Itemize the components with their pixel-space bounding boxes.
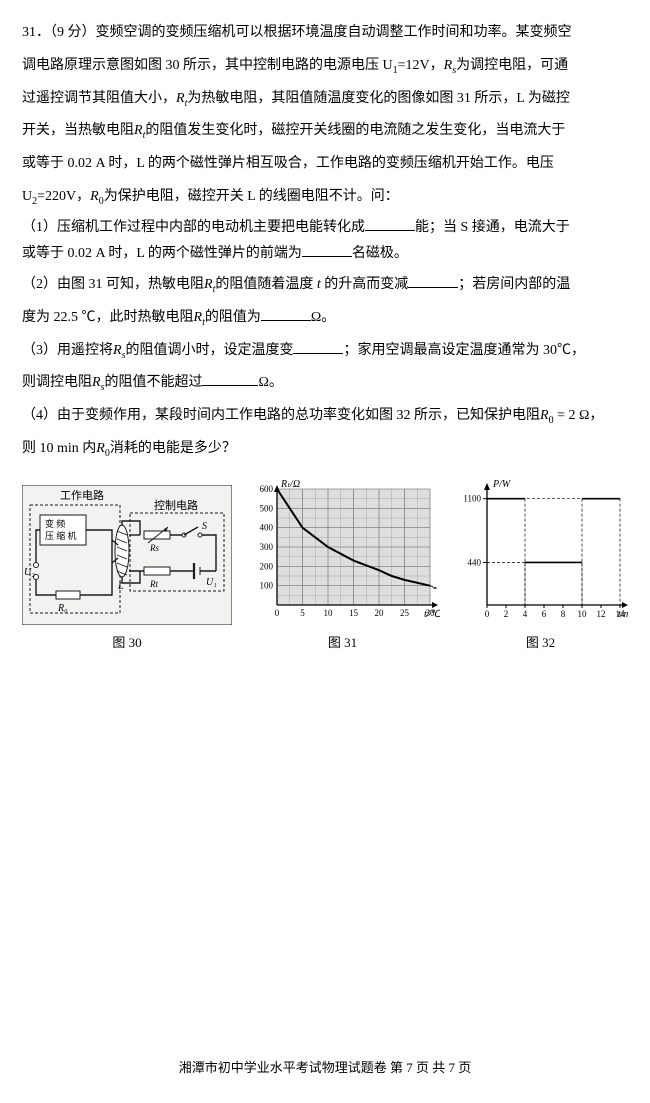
var-R: R	[540, 408, 549, 423]
text: 则调控电阻	[22, 375, 92, 390]
text: 或等于 0.02 A 时，L 的两个磁性弹片相互吸合，工作电路的变频压缩机开始工…	[22, 156, 554, 171]
text: = 2 Ω，	[554, 408, 604, 423]
fig-caption: 图 32	[453, 629, 628, 658]
text: 开关，当热敏电阻	[22, 123, 134, 138]
svg-text:1100: 1100	[463, 493, 481, 503]
text: =12V，	[398, 58, 444, 73]
q-number: 31．	[22, 25, 50, 40]
resistance-temp-chart: 100200300400500600051015202530Rₜ/Ωt/℃	[245, 475, 440, 625]
text: 为调控电阻，可通	[456, 58, 568, 73]
text: 为保护电阻，磁控开关 L 的线圈电阻不计。问：	[104, 189, 399, 204]
var-R: R	[176, 91, 185, 106]
blank	[202, 372, 258, 386]
text: 的阻值不能超过	[104, 375, 202, 390]
text: 的阻值随着温度	[215, 277, 313, 292]
text: Ω。	[258, 375, 282, 390]
fig-caption: 图 31	[245, 629, 440, 658]
text: 变频空调的变频压缩机可以根据环境温度自动调整工作时间和功率。某变频空	[96, 25, 572, 40]
svg-text:200: 200	[260, 561, 274, 571]
circuit-diagram: 工作电路控制电路变 频压 缩 机U₂R₀LRsSRtU₁	[22, 485, 232, 625]
svg-text:100: 100	[260, 580, 274, 590]
blank	[365, 217, 415, 231]
text: （2）由图 31 可知，热敏电阻	[22, 277, 204, 292]
svg-text:8: 8	[561, 609, 566, 619]
svg-text:0: 0	[275, 608, 280, 618]
var-R: R	[113, 343, 122, 358]
text: 或等于 0.02 A 时，L 的两个磁性弹片的前端为	[22, 246, 302, 261]
var-R: R	[194, 310, 203, 325]
figure-30: 工作电路控制电路变 频压 缩 机U₂R₀LRsSRtU₁ 图 30	[22, 485, 232, 658]
text: 名磁极。	[352, 246, 408, 261]
fig-caption: 图 30	[22, 629, 232, 658]
svg-text:600: 600	[260, 484, 274, 494]
var-R: R	[444, 58, 453, 73]
power-time-chart: 440110002468101214P/Wt/min	[453, 475, 628, 625]
text: 能；当 S 接通，电流大于	[415, 220, 570, 235]
text: Ω。	[311, 310, 335, 325]
text: 的阻值调小时，设定温度变	[125, 343, 293, 358]
var-t: t	[313, 277, 324, 292]
blank	[408, 274, 458, 288]
text: 过遥控调节其阻值大小，	[22, 91, 176, 106]
text: （1）压缩机工作过程中内部的电动机主要把电能转化成	[22, 220, 365, 235]
text: （3）用遥控将	[22, 343, 113, 358]
q-points: （9 分）	[50, 25, 96, 40]
svg-text:压 缩 机: 压 缩 机	[45, 530, 77, 541]
svg-text:15: 15	[349, 608, 359, 618]
svg-text:Rt: Rt	[149, 579, 158, 589]
svg-text:t/℃: t/℃	[424, 609, 440, 620]
svg-text:2: 2	[504, 609, 509, 619]
figure-row: 工作电路控制电路变 频压 缩 机U₂R₀LRsSRtU₁ 图 30 100200…	[22, 475, 628, 658]
text: 的升高而变减	[324, 277, 408, 292]
svg-text:10: 10	[578, 609, 588, 619]
text: 度为 22.5 ℃，此时热敏电阻	[22, 310, 194, 325]
blank	[293, 340, 343, 354]
svg-text:500: 500	[260, 503, 274, 513]
var-R: R	[134, 123, 143, 138]
svg-text:10: 10	[324, 608, 334, 618]
var-R: R	[96, 441, 105, 456]
blank	[261, 307, 311, 321]
text: 的阻值为	[205, 310, 261, 325]
var-R: R	[90, 189, 99, 204]
svg-text:U₁: U₁	[206, 577, 217, 588]
svg-text:25: 25	[400, 608, 410, 618]
svg-text:Rs: Rs	[149, 543, 159, 553]
svg-text:P/W: P/W	[492, 479, 512, 490]
svg-text:4: 4	[523, 609, 528, 619]
text: 消耗的电能是多少？	[110, 441, 236, 456]
figure-32: 440110002468101214P/Wt/min 图 32	[453, 475, 628, 658]
page-footer: 湘潭市初中学业水平考试物理试题卷 第 7 页 共 7 页	[0, 1054, 650, 1083]
svg-text:0: 0	[485, 609, 490, 619]
svg-text:440: 440	[468, 557, 482, 567]
svg-text:S: S	[202, 521, 207, 532]
svg-text:20: 20	[375, 608, 385, 618]
var-R: R	[204, 277, 213, 292]
text: ；家用空调最高设定温度通常为 30℃，	[343, 343, 585, 358]
svg-text:变 频: 变 频	[45, 518, 65, 529]
text: ；若房间内部的温	[458, 277, 570, 292]
blank	[302, 243, 352, 257]
svg-text:t/min: t/min	[618, 609, 628, 620]
text: 为热敏电阻，其阻值随温度变化的图像如图 31 所示，L 为磁控	[187, 91, 570, 106]
figure-31: 100200300400500600051015202530Rₜ/Ωt/℃ 图 …	[245, 475, 440, 658]
text: （4）由于变频作用，某段时间内工作电路的总功率变化如图 32 所示，已知保护电阻	[22, 408, 540, 423]
text: 的阻值发生变化时，磁控开关线圈的电流随之发生变化，当电流大于	[145, 123, 565, 138]
svg-text:Rₜ/Ω: Rₜ/Ω	[280, 479, 300, 490]
text: =220V，	[37, 189, 90, 204]
svg-text:U₂: U₂	[24, 567, 35, 578]
text: U	[22, 189, 32, 204]
svg-text:300: 300	[260, 542, 274, 552]
svg-text:5: 5	[300, 608, 305, 618]
svg-text:12: 12	[597, 609, 606, 619]
var-R: R	[92, 375, 101, 390]
svg-text:R₀: R₀	[57, 603, 68, 614]
text: 调电路原理示意图如图 30 所示，其中控制电路的电源电压 U	[22, 58, 393, 73]
svg-text:400: 400	[260, 522, 274, 532]
text: 则 10 min 内	[22, 441, 96, 456]
question-body: 31．（9 分）变频空调的变频压缩机可以根据环境温度自动调整工作时间和功率。某变…	[22, 18, 628, 657]
svg-text:控制电路: 控制电路	[154, 498, 198, 512]
svg-text:工作电路: 工作电路	[60, 489, 104, 502]
svg-text:6: 6	[542, 609, 547, 619]
